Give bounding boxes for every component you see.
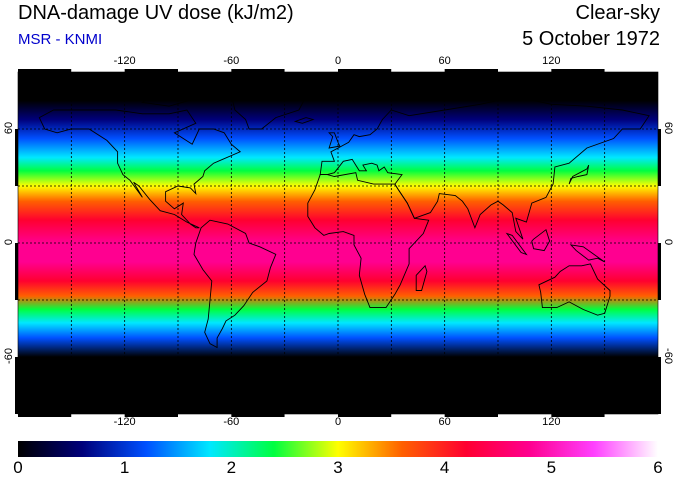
frame-segment <box>231 414 285 417</box>
frame-segment <box>391 69 445 72</box>
lon-tick-top: 120 <box>542 55 561 67</box>
frame-segment <box>18 414 72 417</box>
frame-segment <box>15 72 18 129</box>
colorbar-tick-label: 6 <box>653 458 663 477</box>
frame-segment <box>15 243 18 300</box>
coastline <box>307 172 430 309</box>
frame-segment <box>391 414 445 417</box>
frame-segment <box>284 69 338 72</box>
frame-segment <box>658 72 661 129</box>
frame-segment <box>124 69 178 72</box>
colorbar-tick-label: 0 <box>13 458 23 477</box>
lat-tick-left: 60 <box>3 121 15 135</box>
lat-tick-right: 60 <box>662 121 674 135</box>
colorbar-tick-label: 4 <box>439 458 450 477</box>
chart-title: DNA-damage UV dose (kJ/m2) <box>18 2 294 24</box>
frame-segment <box>178 414 232 417</box>
lon-tick-top: -60 <box>223 55 240 67</box>
colorbar-tick-label: 2 <box>226 458 237 477</box>
frame-segment <box>658 243 661 300</box>
coastline <box>293 117 315 124</box>
frame-segment <box>658 357 661 414</box>
frame-segment <box>178 69 232 72</box>
date-label: 5 October 1972 <box>522 28 660 50</box>
coastline <box>141 84 215 107</box>
lat-tick-right: 0 <box>662 238 674 246</box>
coastline <box>505 232 528 256</box>
coastline <box>319 96 650 240</box>
lat-tick-right: -60 <box>662 348 674 364</box>
coastline <box>328 132 341 149</box>
coastline <box>538 263 611 316</box>
lon-tick-bottom: -120 <box>113 416 136 428</box>
colorbar-tick-label: 1 <box>119 458 130 477</box>
lon-tick-bottom: 120 <box>542 416 561 428</box>
graticule <box>18 72 658 414</box>
frame-segment <box>338 414 392 417</box>
lat-tick-left: 0 <box>3 238 15 246</box>
colorbar-tick-label: 3 <box>333 458 343 477</box>
frame-segment <box>15 300 18 357</box>
lon-tick-bottom: 60 <box>438 416 451 428</box>
colorbar-tick-label: 5 <box>546 458 557 477</box>
frame-segment <box>658 129 661 186</box>
frame-segment <box>444 414 498 417</box>
frame-segment <box>15 129 18 186</box>
frame-segment <box>604 414 658 417</box>
source-label: MSR - KNMI <box>18 31 103 48</box>
coastline <box>569 244 605 263</box>
lat-tick-left: -60 <box>3 348 15 364</box>
lon-tick-bottom: 0 <box>334 416 342 428</box>
frame-segment <box>284 414 338 417</box>
frame-segment <box>444 69 498 72</box>
frame-segment <box>658 300 661 357</box>
frame-segment <box>231 69 285 72</box>
coastline <box>531 228 551 252</box>
lon-tick-top: 60 <box>438 55 451 67</box>
lon-tick-top: 0 <box>334 55 342 67</box>
frame-segment <box>338 69 392 72</box>
frame-segment <box>71 69 125 72</box>
coastline <box>38 109 242 229</box>
frame-segment <box>18 69 72 72</box>
coastline <box>193 219 277 349</box>
map-border <box>17 71 659 415</box>
lon-tick-bottom: -60 <box>223 416 240 428</box>
colorbar <box>18 441 658 457</box>
frame-segment <box>551 69 605 72</box>
frame-segment <box>71 414 125 417</box>
frame-segment <box>15 357 18 414</box>
coastline <box>415 264 428 291</box>
frame-segment <box>124 414 178 417</box>
map-frame <box>15 69 661 417</box>
lon-tick-top: -120 <box>113 55 136 67</box>
frame-segment <box>551 414 605 417</box>
frame-segment <box>604 69 658 72</box>
frame-segment <box>498 414 552 417</box>
coastline <box>568 164 590 185</box>
coastlines <box>38 84 650 349</box>
frame-segment <box>498 69 552 72</box>
frame-segment <box>658 186 661 243</box>
frame-segment <box>15 186 18 243</box>
sky-condition-label: Clear-sky <box>575 2 660 24</box>
